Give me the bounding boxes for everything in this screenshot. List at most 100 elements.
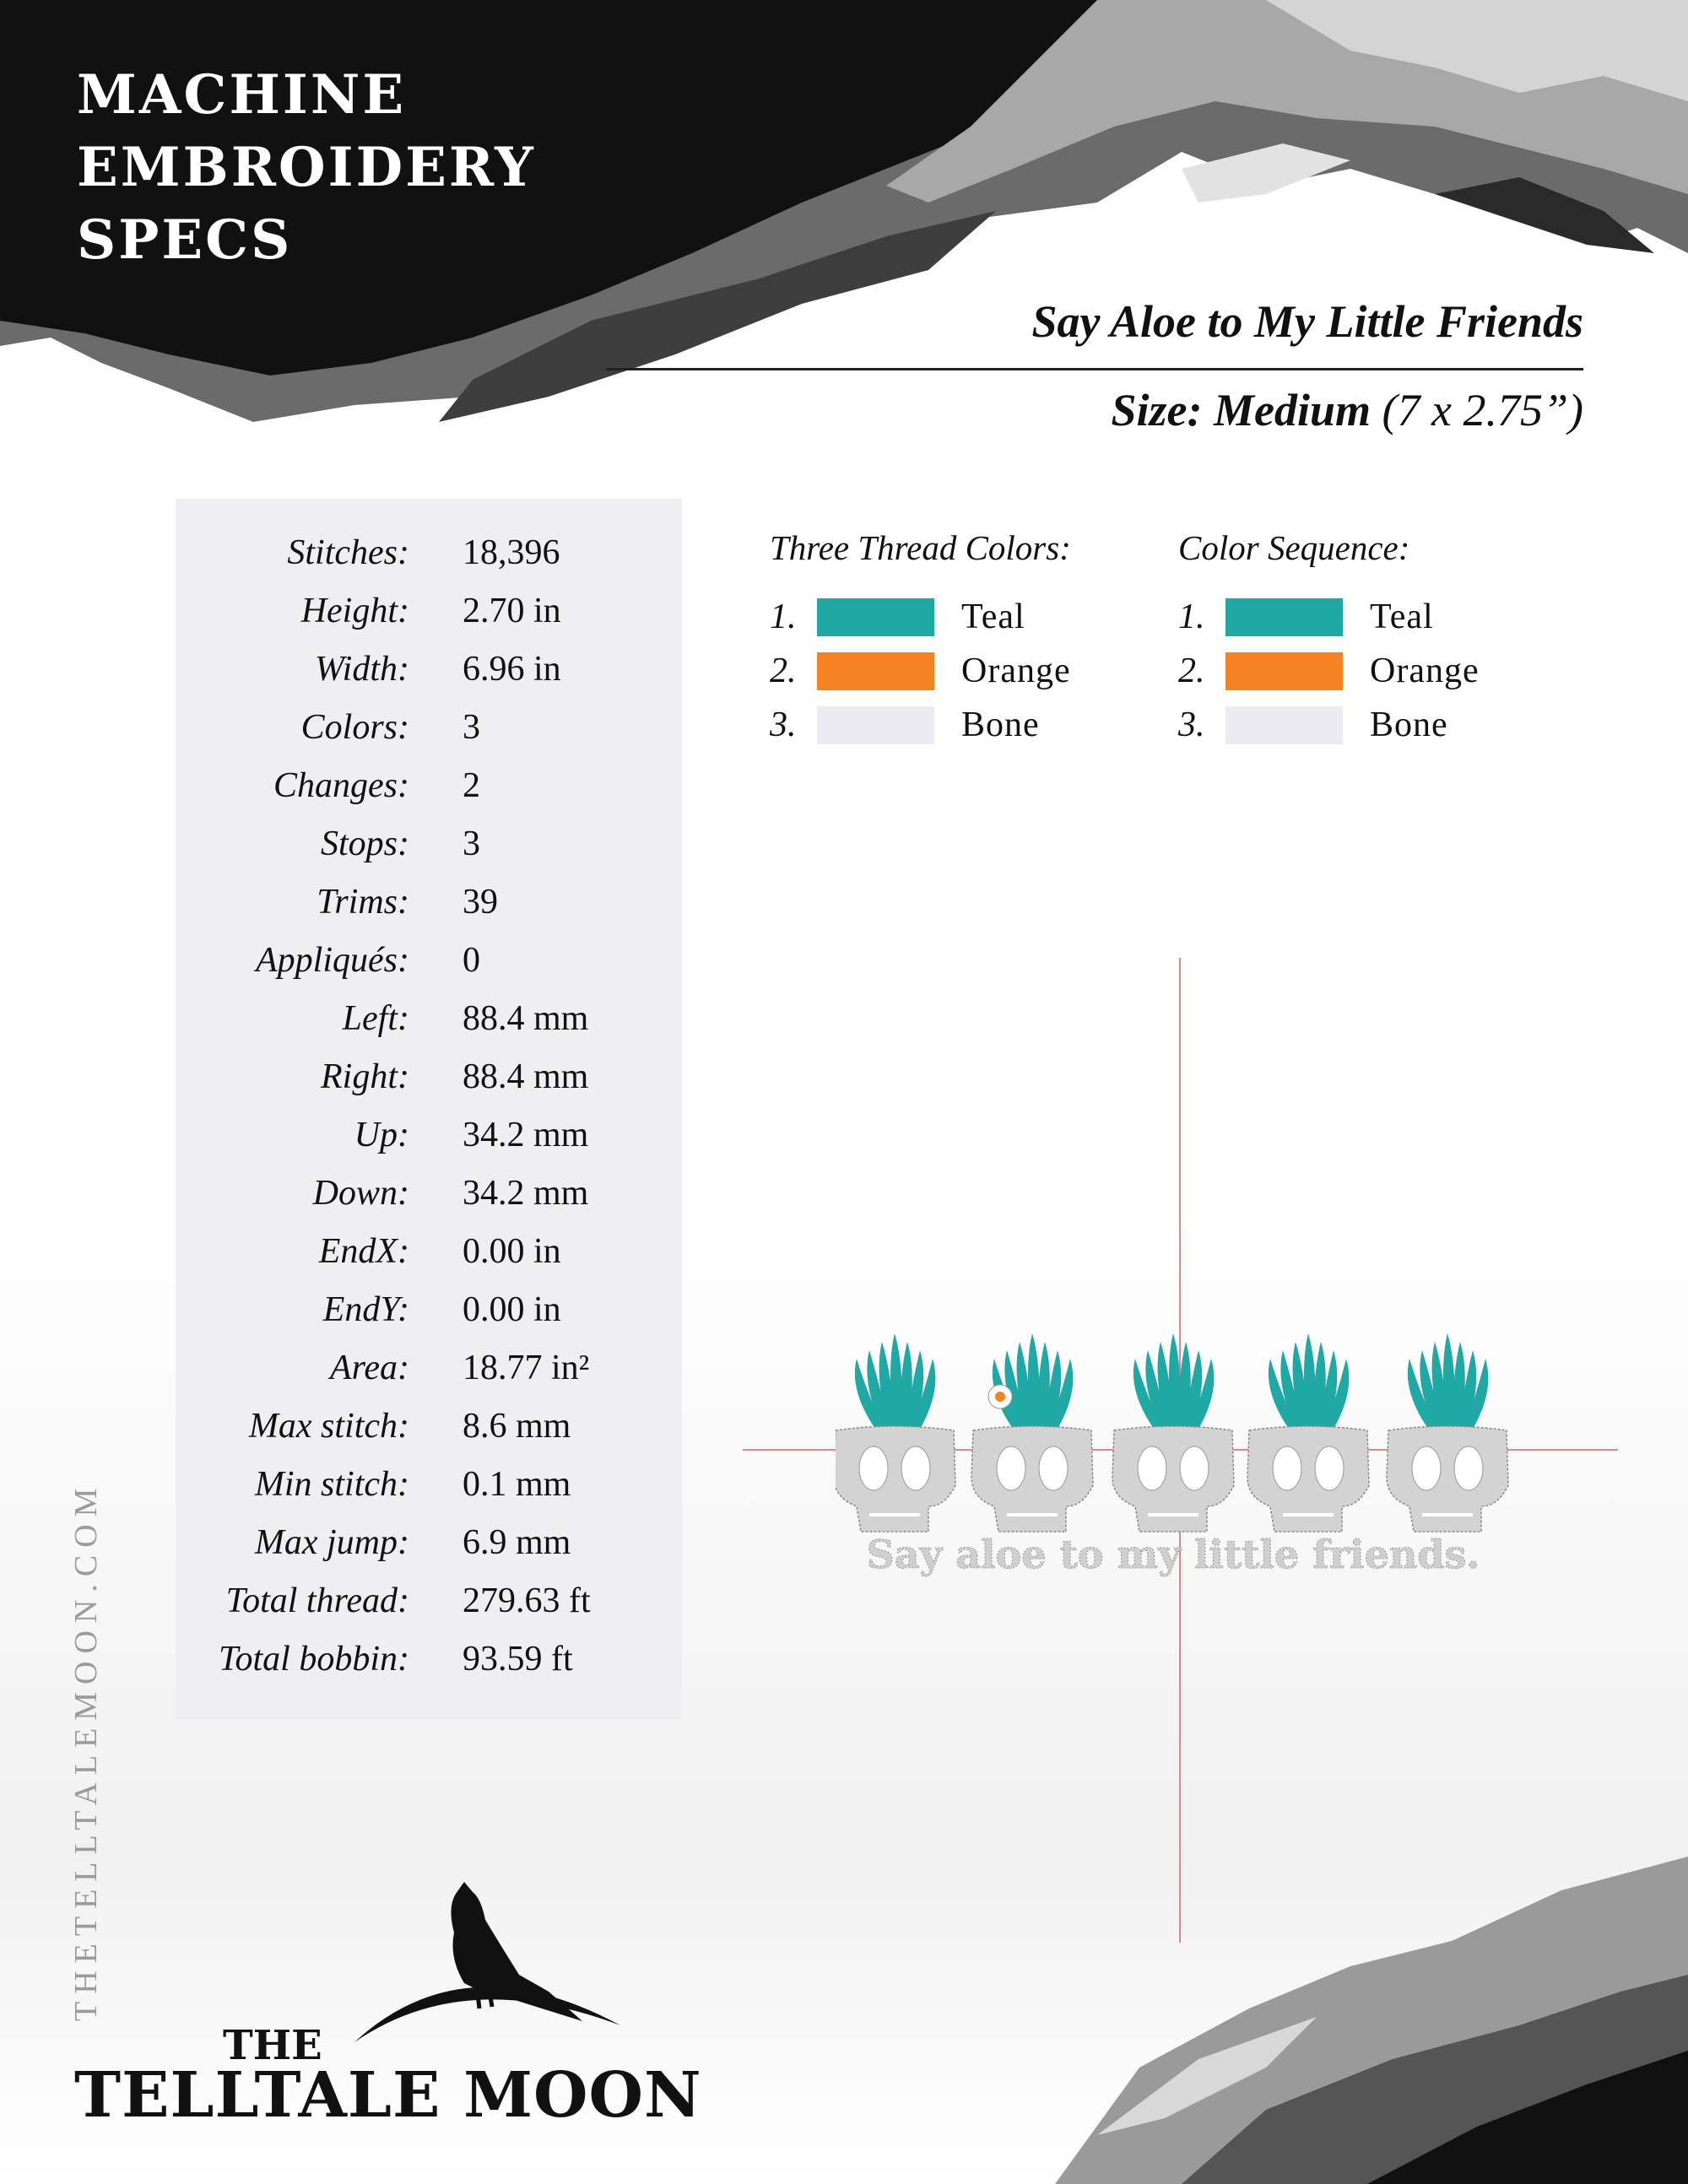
divider [606, 368, 1583, 370]
embroidery-shape [1453, 1446, 1484, 1491]
embroidery-shape [1431, 1342, 1449, 1435]
thread-row: 2. Orange [1178, 646, 1533, 696]
stat-value: 0.1 mm [463, 1465, 571, 1504]
embroidery-shape [1443, 1333, 1455, 1435]
website-text: THETELLTALEMOON.COM [68, 1480, 104, 2021]
stat-value: 3 [463, 824, 480, 863]
color-swatch [817, 652, 934, 690]
stats-panel: Stitches: 18,396 Height: 2.70 in Width: 6.96 … [176, 499, 682, 1720]
stat-value: 2.70 in [463, 592, 561, 630]
embroidery-shape [858, 1446, 889, 1491]
embroidery-shape [995, 1392, 1005, 1402]
thread-colors-heading: Three Thread Colors: [770, 528, 1071, 567]
stat-label: Max stitch: [248, 1407, 409, 1446]
embroidery-shape [1314, 1446, 1344, 1491]
stat-row: EndY: 0.00 in [176, 1281, 682, 1339]
embroidery-shape [1463, 1359, 1489, 1435]
design-name: Say Aloe to My Little Friends [1031, 296, 1583, 347]
stat-value: 88.4 mm [463, 999, 589, 1038]
stat-label: Trims: [316, 883, 409, 922]
stat-value: 34.2 mm [463, 1174, 589, 1213]
title-line: MACHINE [77, 63, 407, 127]
embroidery-shape [901, 1446, 931, 1491]
embroidery-shape [1169, 1333, 1181, 1435]
stat-label: EndX: [318, 1232, 409, 1271]
stat-row: Area: 18.77 in² [176, 1339, 682, 1397]
embroidery-shape [996, 1446, 1026, 1491]
stat-value: 6.96 in [463, 650, 561, 689]
stat-row: Appliqués: 0 [176, 932, 682, 990]
stat-label: Down: [312, 1174, 409, 1213]
color-sequence-heading: Color Sequence: [1178, 528, 1410, 567]
logo-the: THE [223, 2022, 322, 2069]
stat-value: 93.59 ft [463, 1640, 573, 1679]
stat-label: Stops: [321, 824, 409, 863]
stat-row: Height: 2.70 in [176, 582, 682, 641]
color-swatch [1225, 706, 1343, 744]
embroidery-shape [1157, 1342, 1175, 1435]
thread-number: 1. [1178, 597, 1205, 636]
thread-name: Orange [1370, 651, 1480, 690]
embroidery-shape [1188, 1359, 1215, 1435]
color-swatch [817, 706, 934, 744]
thread-row: 1. Teal [1178, 592, 1533, 642]
thread-row: 3. Bone [770, 700, 1124, 750]
embroidery-shape [1028, 1333, 1040, 1435]
thread-name: Teal [961, 597, 1025, 636]
thread-name: Bone [961, 705, 1040, 744]
stat-row: Total bobbin: 93.59 ft [176, 1630, 682, 1689]
embroidery-shape [1038, 1446, 1069, 1491]
stat-row: Left: 88.4 mm [176, 990, 682, 1048]
thread-number: 3. [770, 705, 797, 744]
stat-label: Total bobbin: [219, 1640, 409, 1679]
stat-value: 6.9 mm [463, 1523, 571, 1562]
stat-value: 88.4 mm [463, 1057, 589, 1096]
preview-caption: Say aloe to my little friends. [867, 1532, 1480, 1577]
stat-row: Right: 88.4 mm [176, 1048, 682, 1106]
embroidery-shape [1304, 1333, 1316, 1435]
stat-row: Stitches: 18,396 [176, 524, 682, 582]
thread-number: 1. [770, 597, 797, 636]
stat-label: Up: [354, 1116, 409, 1154]
embroidery-shape [854, 1359, 886, 1435]
stat-value: 3 [463, 708, 480, 747]
stat-row: Stops: 3 [176, 815, 682, 873]
embroidery-shape [1133, 1359, 1165, 1435]
color-swatch [1225, 598, 1343, 636]
title-line: EMBROIDERY [77, 136, 536, 199]
stat-label: Left: [342, 999, 409, 1038]
thread-number: 2. [770, 651, 797, 690]
design-size: Size: Medium (7 x 2.75”) [1112, 384, 1584, 436]
embroidery-shape [1272, 1446, 1302, 1491]
stat-value: 0.00 in [463, 1290, 561, 1329]
skull-planters [836, 1333, 1509, 1533]
stat-label: Changes: [273, 766, 409, 805]
stat-label: Right: [321, 1057, 409, 1096]
stat-row: Min stitch: 0.1 mm [176, 1456, 682, 1514]
logo-name: TELLTALE MOON [74, 2059, 702, 2132]
stat-row: Trims: 39 [176, 873, 682, 932]
thread-name: Teal [1370, 597, 1434, 636]
thread-name: Bone [1370, 705, 1448, 744]
stat-label: Colors: [300, 708, 409, 747]
stat-value: 18,396 [463, 533, 560, 572]
stat-label: Width: [315, 650, 409, 689]
stat-label: Area: [329, 1349, 409, 1387]
embroidery-shape [910, 1359, 936, 1435]
stat-label: Stitches: [287, 533, 409, 572]
stat-row: Width: 6.96 in [176, 641, 682, 699]
stat-label: Min stitch: [254, 1465, 409, 1504]
stat-value: 34.2 mm [463, 1116, 589, 1154]
embroidery-shape [1323, 1359, 1350, 1435]
stat-value: 0.00 in [463, 1232, 561, 1271]
embroidery-shape [992, 1359, 1024, 1435]
page-title: MACHINE EMBROIDERY SPECS [77, 59, 536, 277]
thread-number: 2. [1178, 651, 1205, 690]
stat-row: Changes: 2 [176, 757, 682, 815]
embroidery-shape [1407, 1359, 1439, 1435]
stat-value: 8.6 mm [463, 1407, 571, 1446]
color-swatch [817, 598, 934, 636]
stat-row: Down: 34.2 mm [176, 1165, 682, 1223]
stat-label: Height: [300, 592, 409, 630]
stat-value: 2 [463, 766, 480, 805]
